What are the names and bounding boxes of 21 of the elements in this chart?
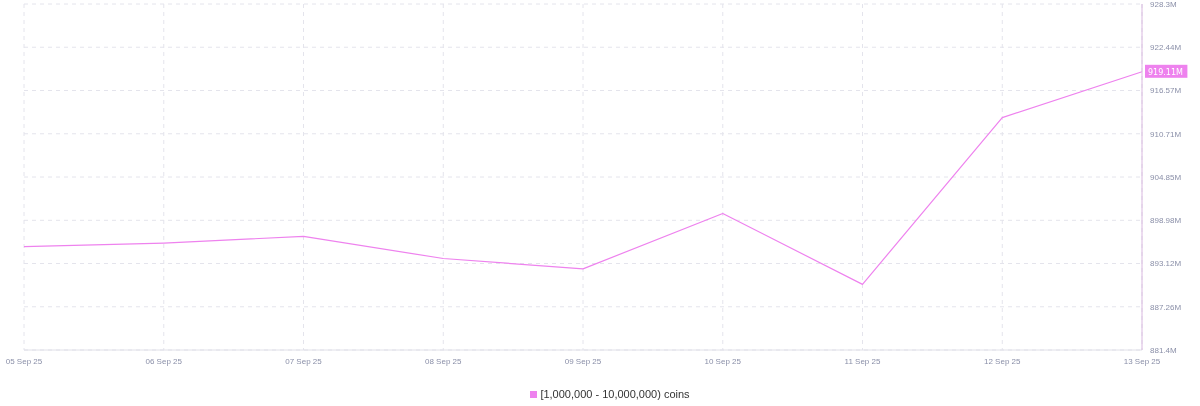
x-tick-label: 13 Sep 25	[1123, 356, 1161, 366]
line-series	[23, 71, 1143, 285]
y-tick-label: 928.3M	[1150, 0, 1178, 9]
x-tick-label: 09 Sep 25	[564, 356, 602, 366]
x-tick-label: 08 Sep 25	[425, 356, 463, 366]
y-tick-label: 910.71M	[1150, 129, 1182, 139]
x-tick-label: 10 Sep 25	[704, 356, 742, 366]
x-tick-label: 06 Sep 25	[145, 356, 183, 366]
y-tick-label: 898.98M	[1150, 216, 1182, 226]
y-tick-label: 881.4M	[1150, 345, 1178, 355]
y-tick-label: 916.57M	[1150, 86, 1182, 96]
data-label: 919.11M	[1148, 67, 1183, 77]
x-tick-label: 05 Sep 25	[5, 356, 43, 366]
y-tick-label: 904.85M	[1150, 172, 1182, 182]
y-tick-label: 887.26M	[1150, 302, 1182, 312]
x-tick-label: 11 Sep 25	[844, 356, 881, 366]
y-tick-label: 893.12M	[1150, 259, 1182, 269]
x-tick-label: 07 Sep 25	[285, 356, 323, 366]
y-tick-label: 922.44M	[1150, 43, 1182, 53]
x-tick-label: 12 Sep 25	[984, 356, 1022, 366]
legend-label: [1,000,000 - 10,000,000) coins	[539, 388, 690, 400]
